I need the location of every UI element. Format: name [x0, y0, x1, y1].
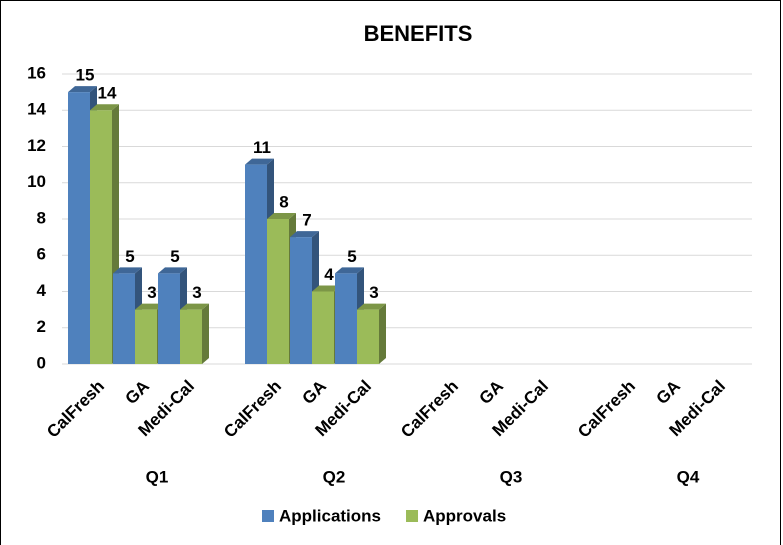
legend-swatch: [406, 510, 419, 522]
data-label: 15: [76, 66, 95, 85]
bar: [267, 219, 289, 364]
y-tick-label: 10: [27, 172, 46, 191]
group-label: Q1: [146, 467, 169, 486]
y-tick-label: 0: [37, 353, 46, 372]
bar: [135, 309, 157, 364]
bar-top: [180, 303, 209, 310]
data-label: 8: [279, 192, 288, 211]
bar: [158, 273, 180, 364]
data-label: 3: [369, 283, 378, 302]
y-tick-label: 14: [27, 100, 46, 119]
bar-top: [335, 267, 364, 274]
group-label: Q4: [677, 467, 700, 486]
bar-top: [312, 285, 341, 292]
data-label: 5: [347, 247, 356, 266]
y-tick-label: 8: [37, 208, 46, 227]
y-tick-label: 4: [37, 281, 47, 300]
bar: [180, 309, 202, 364]
bar-top: [90, 104, 119, 111]
bar-top: [245, 158, 274, 165]
data-label: 3: [147, 283, 156, 302]
bar: [335, 273, 357, 364]
y-tick-label: 12: [27, 136, 46, 155]
data-label: 11: [253, 138, 271, 157]
data-label: 7: [302, 211, 311, 230]
chart-title: BENEFITS: [364, 21, 473, 46]
bar-side: [202, 303, 209, 364]
bar: [113, 273, 135, 364]
bar: [312, 291, 334, 364]
bar-side: [379, 303, 386, 364]
bar: [357, 309, 379, 364]
data-label: 4: [324, 265, 334, 284]
bar: [245, 164, 267, 364]
legend-label: Approvals: [423, 506, 506, 525]
data-label: 14: [98, 84, 117, 103]
bar-top: [357, 303, 386, 310]
bar-top: [290, 231, 319, 238]
data-label: 3: [192, 283, 201, 302]
group-label: Q3: [500, 467, 523, 486]
bar: [68, 92, 90, 364]
y-tick-label: 6: [37, 245, 46, 264]
data-label: 5: [125, 247, 134, 266]
bar: [290, 237, 312, 364]
bar-top: [135, 303, 164, 310]
data-label: 5: [170, 247, 179, 266]
bar-top: [158, 267, 187, 274]
bar-top: [68, 86, 97, 93]
legend-swatch: [262, 510, 274, 522]
bar: [90, 110, 112, 364]
bar-top: [113, 267, 142, 274]
legend-label: Applications: [279, 506, 381, 525]
y-tick-label: 16: [27, 63, 46, 82]
bar-top: [267, 213, 296, 219]
group-label: Q2: [323, 467, 346, 486]
y-tick-label: 2: [37, 317, 46, 336]
